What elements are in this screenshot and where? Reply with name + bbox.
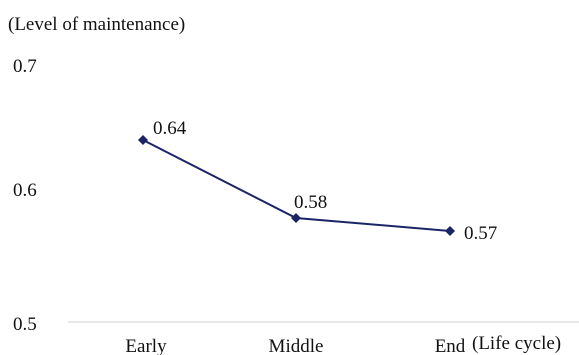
y-axis-label: (Level of maintenance): [8, 14, 185, 35]
series-markers: [138, 135, 455, 236]
x-tick-middle: Middle: [269, 336, 324, 355]
y-tick-0.7: 0.7: [13, 56, 37, 77]
x-tick-end: End: [435, 336, 466, 355]
data-label-early: 0.64: [153, 118, 187, 139]
series-data-labels: 0.64 0.58 0.57: [153, 118, 497, 244]
data-label-middle: 0.58: [294, 192, 327, 213]
x-tick-early: Early: [125, 336, 167, 355]
data-point-early: [138, 135, 148, 145]
y-tick-0.5: 0.5: [13, 314, 37, 335]
y-tick-0.6: 0.6: [13, 180, 37, 201]
data-point-middle: [291, 213, 301, 223]
x-axis-label: (Life cycle): [472, 333, 561, 354]
data-label-end: 0.57: [464, 223, 497, 244]
data-point-end: [445, 226, 455, 236]
